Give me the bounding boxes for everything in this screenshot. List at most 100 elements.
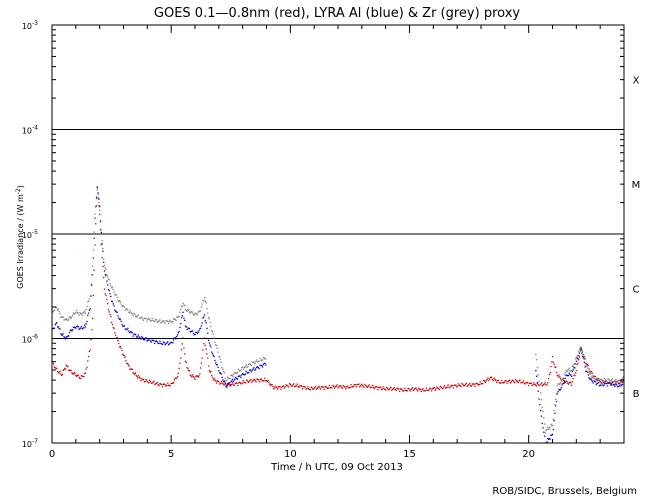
point [150, 320, 152, 322]
point [152, 319, 154, 322]
point [59, 370, 61, 373]
point [380, 388, 383, 391]
point [568, 382, 570, 384]
point [620, 381, 622, 383]
point [313, 388, 315, 390]
point [69, 316, 71, 318]
point [453, 384, 455, 387]
point [265, 364, 267, 366]
point [340, 386, 343, 388]
point [200, 306, 203, 308]
point [158, 384, 160, 387]
point [547, 426, 549, 429]
point [569, 381, 571, 383]
point [277, 386, 280, 388]
point [165, 385, 167, 387]
point [199, 327, 202, 329]
point [185, 310, 187, 312]
point [73, 326, 75, 328]
point [504, 379, 506, 382]
point [414, 387, 416, 389]
point [565, 380, 567, 382]
point [167, 384, 170, 386]
point [338, 386, 340, 388]
point [215, 362, 217, 364]
point [109, 313, 111, 316]
point [267, 379, 269, 381]
point [96, 189, 98, 191]
point [74, 326, 76, 329]
point [136, 336, 139, 338]
point [250, 364, 253, 367]
point [599, 379, 601, 381]
point [211, 330, 213, 332]
point [183, 347, 185, 349]
point [172, 339, 175, 341]
point [537, 374, 539, 376]
point [149, 320, 152, 322]
point [191, 310, 193, 313]
point [609, 384, 612, 386]
point [573, 367, 575, 369]
point [291, 385, 293, 387]
point [203, 314, 206, 316]
point [570, 369, 572, 372]
point [146, 380, 148, 382]
point [292, 384, 294, 386]
point [465, 382, 467, 385]
point [442, 388, 444, 390]
point [192, 374, 194, 376]
point [184, 319, 186, 321]
point [543, 383, 545, 385]
point [97, 192, 99, 194]
point [148, 382, 150, 384]
point [243, 381, 245, 384]
point [171, 321, 173, 323]
point [160, 322, 162, 324]
point [265, 379, 267, 382]
point [263, 380, 265, 382]
point [349, 386, 351, 388]
point [416, 389, 418, 391]
point [287, 385, 289, 387]
point [125, 328, 127, 330]
point [101, 243, 103, 245]
point [432, 387, 435, 389]
point [246, 380, 249, 382]
point [298, 386, 300, 388]
point [260, 359, 262, 361]
point [325, 385, 327, 388]
point [186, 328, 188, 331]
point [521, 381, 523, 384]
point [434, 389, 436, 391]
point [576, 357, 578, 359]
point [132, 372, 134, 374]
point [224, 383, 226, 385]
point [237, 384, 239, 387]
point [327, 387, 330, 389]
point [125, 308, 127, 310]
point [320, 385, 323, 388]
point [203, 296, 206, 299]
point [398, 390, 401, 392]
point [217, 366, 219, 369]
point [90, 283, 92, 285]
point [555, 405, 557, 407]
point [217, 351, 219, 353]
point [220, 381, 223, 383]
point [178, 316, 180, 318]
point [595, 383, 597, 386]
y-tick-label: 10-5 [22, 229, 38, 240]
point [86, 305, 88, 307]
point [604, 379, 607, 381]
point [238, 382, 240, 384]
point [275, 386, 277, 388]
point [256, 361, 259, 363]
point [239, 381, 241, 383]
point [476, 382, 478, 384]
point [513, 381, 515, 383]
point [332, 384, 334, 387]
point [550, 434, 552, 436]
point [299, 385, 301, 387]
point [237, 375, 240, 377]
